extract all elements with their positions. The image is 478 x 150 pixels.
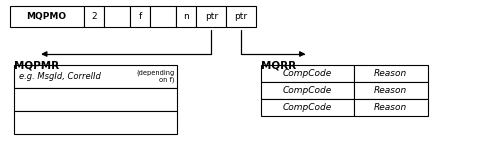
FancyBboxPatch shape	[10, 6, 84, 27]
Text: CompCode: CompCode	[282, 86, 332, 95]
Text: e.g. MsgId, CorrelId: e.g. MsgId, CorrelId	[19, 72, 101, 81]
Text: MQPMO: MQPMO	[27, 12, 66, 21]
FancyBboxPatch shape	[14, 64, 177, 88]
Text: Reason: Reason	[374, 69, 407, 78]
Text: Reason: Reason	[374, 86, 407, 95]
FancyBboxPatch shape	[14, 88, 177, 111]
Text: CompCode: CompCode	[282, 103, 332, 112]
FancyBboxPatch shape	[196, 6, 226, 27]
Text: 2: 2	[91, 12, 97, 21]
Text: n: n	[184, 12, 189, 21]
FancyBboxPatch shape	[176, 6, 196, 27]
Text: CompCode: CompCode	[282, 69, 332, 78]
FancyBboxPatch shape	[354, 82, 428, 99]
FancyBboxPatch shape	[14, 111, 177, 134]
FancyBboxPatch shape	[150, 6, 176, 27]
FancyBboxPatch shape	[354, 99, 428, 116]
FancyBboxPatch shape	[261, 99, 354, 116]
Text: MQPMR: MQPMR	[14, 60, 59, 70]
FancyBboxPatch shape	[261, 82, 354, 99]
FancyBboxPatch shape	[130, 6, 150, 27]
Text: ptr: ptr	[205, 12, 218, 21]
FancyBboxPatch shape	[261, 64, 354, 82]
Text: f: f	[139, 12, 141, 21]
Text: Reason: Reason	[374, 103, 407, 112]
Text: MQRR: MQRR	[261, 60, 295, 70]
FancyBboxPatch shape	[104, 6, 130, 27]
Text: (depending
on f): (depending on f)	[136, 69, 174, 83]
FancyBboxPatch shape	[84, 6, 104, 27]
Text: ptr: ptr	[234, 12, 248, 21]
FancyBboxPatch shape	[354, 64, 428, 82]
FancyBboxPatch shape	[226, 6, 256, 27]
